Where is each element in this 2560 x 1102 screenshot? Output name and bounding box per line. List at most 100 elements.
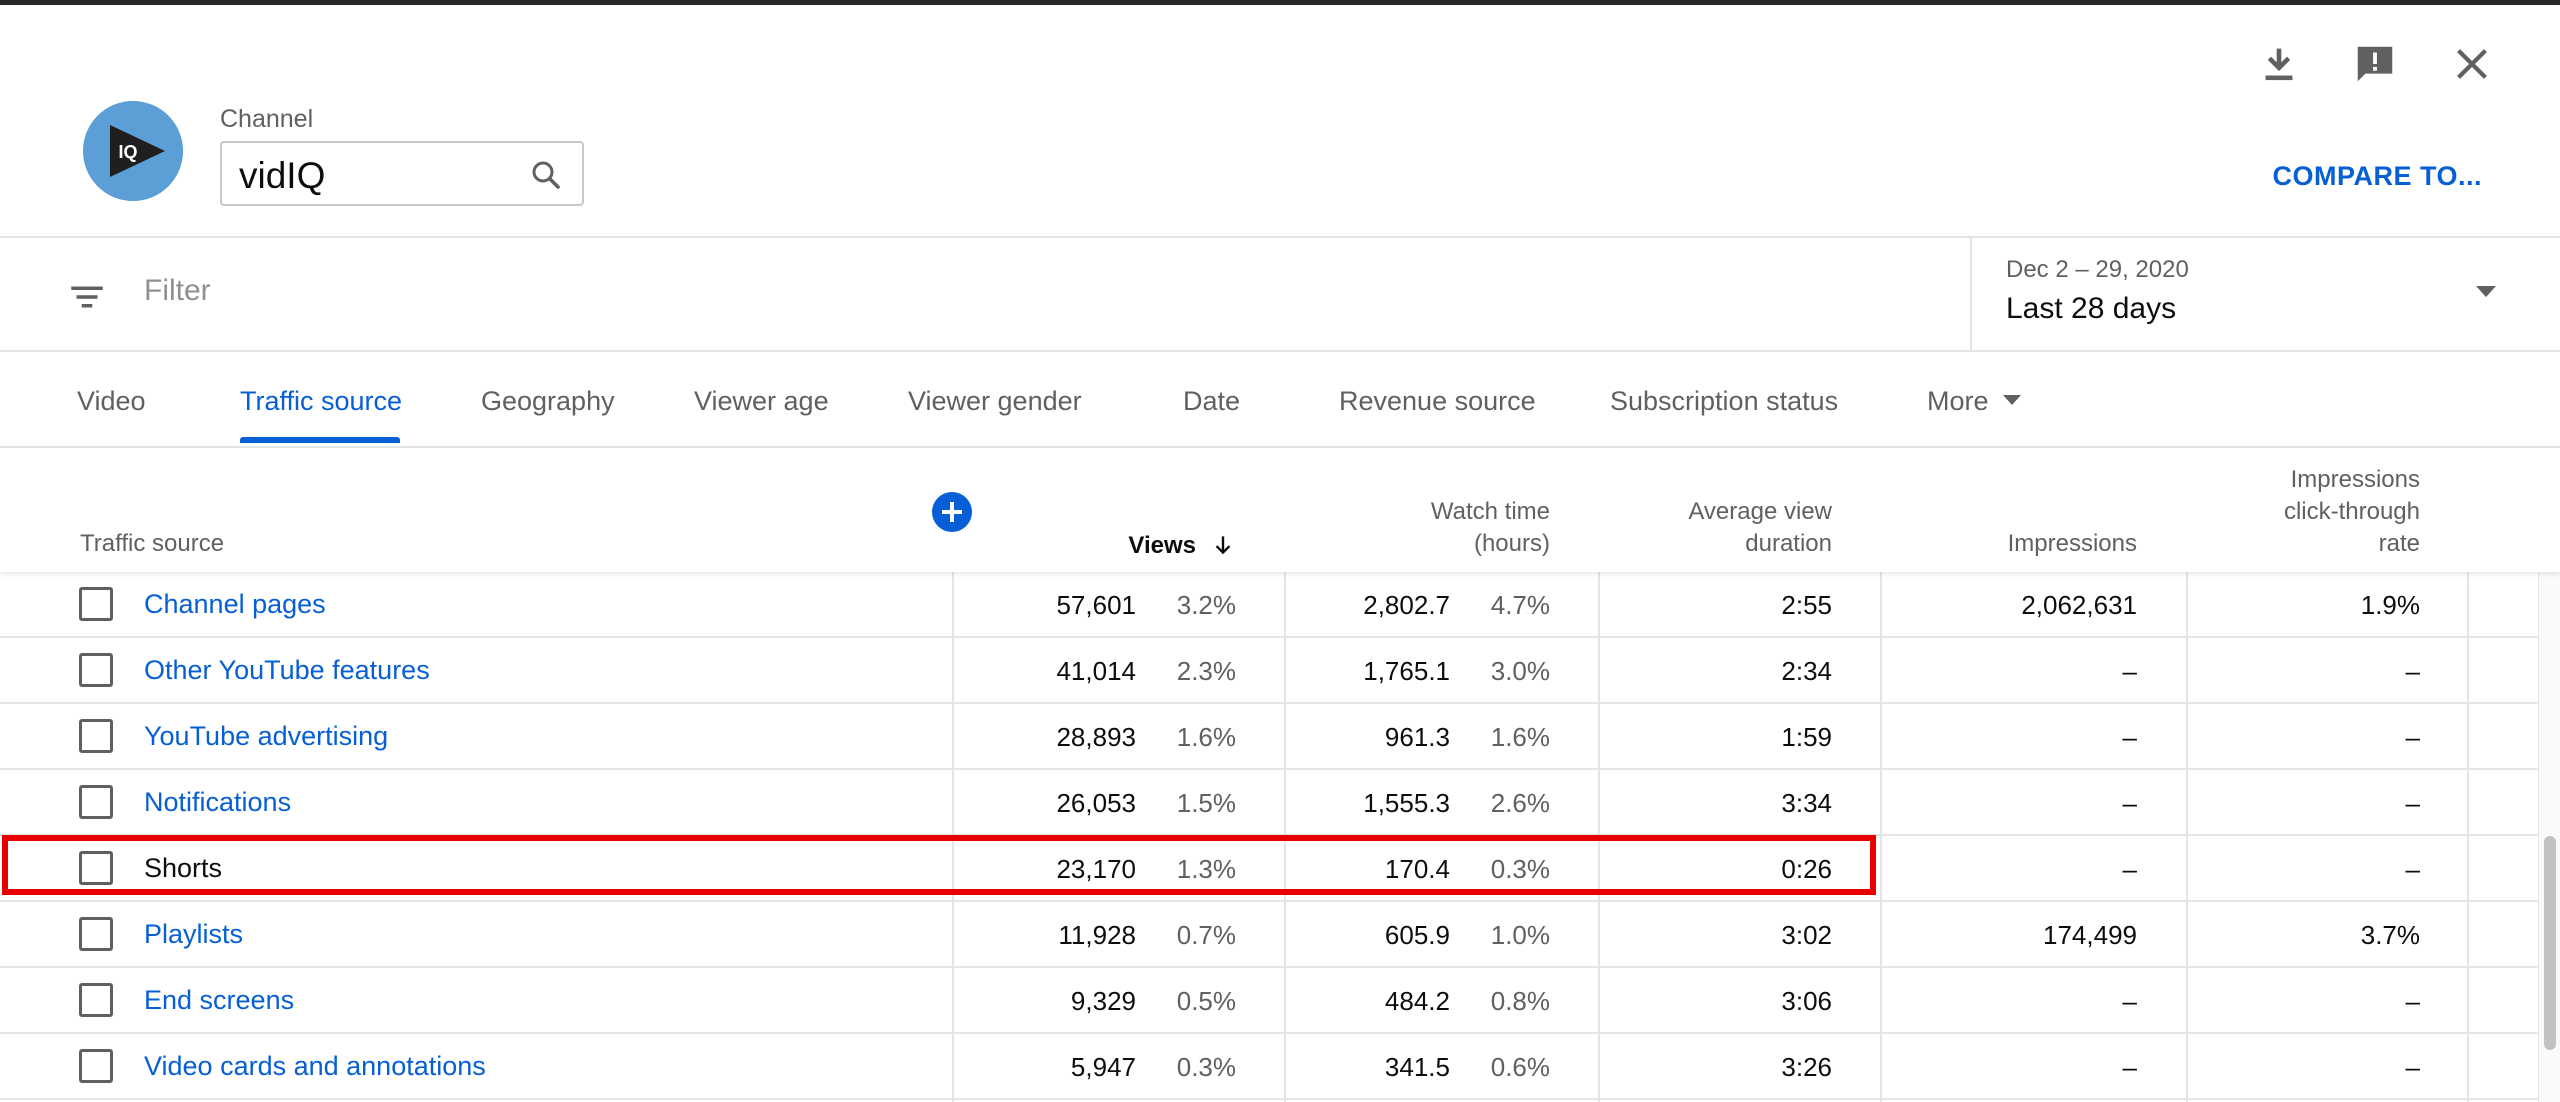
channel-search-field[interactable]: vidIQ [220,141,584,206]
tab-video[interactable]: Video [77,386,146,416]
search-icon[interactable] [528,157,564,193]
filter-bar: Filter Dec 2 – 29, 2020 Last 28 days [0,238,2560,352]
row-checkbox[interactable] [79,983,113,1017]
views-percent: 1.6% [1176,722,1236,752]
ctr-value: – [2405,986,2420,1016]
filter-input[interactable]: Filter [144,274,211,307]
date-range-text: Dec 2 – 29, 2020 [2006,256,2189,283]
col-header-traffic-source[interactable]: Traffic source [80,530,225,557]
vertical-scrollbar[interactable] [2538,448,2560,1102]
tab-date[interactable]: Date [1183,386,1241,416]
traffic-source-name[interactable]: Channel pages [144,589,326,619]
views-percent: 3.2% [1176,590,1236,620]
tab-subscription-status[interactable]: Subscription status [1610,386,1839,416]
traffic-source-name[interactable]: Notifications [144,787,292,817]
add-column-button[interactable] [932,492,972,532]
tab-viewer-age[interactable]: Viewer age [694,386,829,416]
impressions-value: – [2122,986,2137,1016]
row-checkbox[interactable] [79,587,113,621]
avd-header-line2: duration [1745,530,1832,557]
col-header-avg-view-duration[interactable]: Average view duration [1610,496,1832,560]
dimension-tabs: Video Traffic source Geography Viewer ag… [0,352,2560,448]
vidiq-logo-icon: IQ [83,101,183,201]
col-header-views[interactable]: Views [1000,530,1236,562]
traffic-source-name[interactable]: Playlists [144,919,244,949]
scrollbar-thumb[interactable] [2544,836,2556,1050]
row-checkbox[interactable] [79,917,113,951]
download-icon[interactable] [2256,41,2302,87]
ctr-value: 3.7% [2360,920,2420,950]
channel-value[interactable]: vidIQ [239,155,326,196]
window-top-border [0,0,2560,5]
table-row[interactable]: Playlists 11,928 0.7% 605.9 1.0% 3:02 174,499 3… [0,902,2538,968]
views-value: 28,893 [1056,722,1136,752]
impressions-value: – [2122,854,2137,884]
traffic-source-name[interactable]: Other YouTube features [144,655,430,685]
channel-avatar: IQ [83,101,183,201]
views-percent: 0.5% [1176,986,1236,1016]
watch-time-percent: 4.7% [1490,590,1550,620]
traffic-source-table: Traffic source Views Watch time (hours) … [0,448,2560,1102]
table-header: Traffic source Views Watch time (hours) … [0,448,2560,572]
traffic-source-name[interactable]: YouTube advertising [144,721,389,751]
ctr-value: – [2405,1052,2420,1082]
views-percent: 0.7% [1176,920,1236,950]
impressions-value: 174,499 [2043,920,2137,950]
table-row[interactable]: Video cards and annotations 5,947 0.3% 341.… [0,1034,2538,1100]
tab-traffic-source[interactable]: Traffic source [240,386,403,416]
col-header-watch-time[interactable]: Watch time (hours) [1300,496,1550,560]
table-row[interactable]: End screens 9,329 0.5% 484.2 0.8% 3:06 – – [0,968,2538,1034]
svg-text:IQ: IQ [118,142,137,162]
col-header-ctr[interactable]: Impressions click-through rate [2200,464,2420,560]
filter-icon[interactable] [66,276,108,318]
watch-time-header-line2: (hours) [1473,530,1550,557]
watch-time-percent: 1.6% [1490,722,1550,752]
table-row[interactable]: Channel pages 57,601 3.2% 2,802.7 4.7% 2:55 2,… [0,572,2538,638]
row-checkbox[interactable] [79,785,113,819]
ctr-value: – [2405,788,2420,818]
ctr-value: – [2405,722,2420,752]
row-checkbox[interactable] [79,1049,113,1083]
tab-geography[interactable]: Geography [481,386,615,416]
views-value: 57,601 [1056,590,1136,620]
table-row[interactable]: YouTube advertising 28,893 1.6% 961.3 1.6% 1:… [0,704,2538,770]
column-divider [952,448,954,1102]
watch-time-value: 961.3 [1384,722,1450,752]
views-percent: 1.3% [1176,854,1236,884]
active-tab-indicator [240,437,400,443]
views-percent: 1.5% [1176,788,1236,818]
impressions-value: – [2122,656,2137,686]
traffic-source-name: Shorts [144,853,223,883]
column-divider [1284,448,1286,1102]
table-row[interactable]: Shorts 23,170 1.3% 170.4 0.3% 0:26 – – [0,836,2538,902]
watch-time-percent: 2.6% [1490,788,1550,818]
watch-time-value: 2,802.7 [1363,590,1450,620]
table-row[interactable]: Other YouTube features 41,014 2.3% 1,765.1 3… [0,638,2538,704]
avg-view-duration-value: 3:34 [1781,788,1832,818]
impressions-value: – [2122,1052,2137,1082]
tab-viewer-gender[interactable]: Viewer gender [908,386,1082,416]
compare-to-button[interactable]: COMPARE TO... [2272,161,2482,191]
tab-revenue-source[interactable]: Revenue source [1339,386,1536,416]
watch-time-percent: 3.0% [1490,656,1550,686]
feedback-icon[interactable] [2352,41,2398,87]
tab-more[interactable]: More [1927,386,2021,417]
views-percent: 2.3% [1176,656,1236,686]
avg-view-duration-value: 2:55 [1781,590,1832,620]
avg-view-duration-value: 3:06 [1781,986,1832,1016]
col-header-impressions[interactable]: Impressions [2007,530,2137,557]
row-checkbox[interactable] [79,719,113,753]
report-header: IQ Channel vidIQ COMPARE TO... [0,5,2560,238]
watch-time-percent: 0.6% [1490,1052,1550,1082]
date-range-dropdown[interactable]: Dec 2 – 29, 2020 Last 28 days [1970,238,2560,350]
traffic-source-name[interactable]: End screens [144,985,295,1015]
watch-time-value: 484.2 [1384,986,1450,1016]
table-row[interactable]: Notifications 26,053 1.5% 1,555.3 2.6% 3:34 – – [0,770,2538,836]
avg-view-duration-value: 2:34 [1781,656,1832,686]
column-divider [1880,448,1882,1102]
traffic-source-name[interactable]: Video cards and annotations [144,1051,486,1081]
close-icon[interactable] [2449,41,2495,87]
impressions-value: – [2122,788,2137,818]
row-checkbox[interactable] [79,851,113,885]
row-checkbox[interactable] [79,653,113,687]
